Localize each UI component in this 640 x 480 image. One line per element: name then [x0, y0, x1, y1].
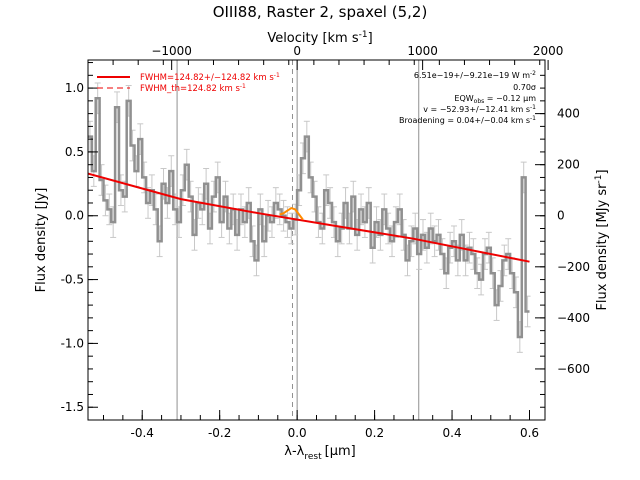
right-tick-label: −200 [557, 260, 590, 274]
x-tick-label: 0.6 [520, 426, 539, 440]
y-tick-label: 0.0 [65, 209, 84, 223]
x-tick-label: 0.0 [288, 426, 307, 440]
right-tick-label: −400 [557, 311, 590, 325]
y-axis-label: Flux density [Jy] [34, 188, 49, 293]
annotation-eqw: EQWobs = −0.12 μm [454, 94, 536, 105]
y-tick-label: -0.5 [61, 273, 84, 287]
y-tick-label: -1.0 [61, 336, 84, 350]
annotation-broadening: Broadening = 0.04+/−0.04 km s-1 [399, 115, 536, 125]
annotation-velocity: v = −52.93+/−12.41 km s-1 [423, 104, 536, 114]
x-axis-label: λ-λrest [μm] [284, 444, 355, 462]
top-axis-label: Velocity [km s-1] [267, 30, 372, 46]
right-tick-label: 400 [557, 107, 580, 121]
right-tick-label: 200 [557, 158, 580, 172]
x-tick-label: 0.4 [443, 426, 462, 440]
top-tick-label: −1000 [151, 44, 192, 58]
top-tick-label: 0 [293, 44, 301, 58]
x-tick-label: 0.2 [365, 426, 384, 440]
legend-dashed-label: FWHM_th=124.82 km s-1 [140, 83, 246, 94]
top-tick-label: 2000 [533, 44, 564, 58]
top-tick-label: 1000 [407, 44, 438, 58]
fit-line [88, 172, 530, 263]
right-tick-label: −600 [557, 362, 590, 376]
y-tick-label: 0.5 [65, 145, 84, 159]
annotation-flux: 6.51e−19+/−9.21e−19 W m-2 [414, 70, 536, 80]
y-tick-label: 1.0 [65, 81, 84, 95]
legend-solid-label: FWHM=124.82+/−124.82 km s-1 [140, 72, 280, 83]
plot-clip-group [88, 60, 531, 420]
x-tick-label: -0.4 [131, 426, 154, 440]
legend: FWHM=124.82+/−124.82 km s-1 FWHM_th=124.… [97, 72, 280, 94]
right-tick-label: 0 [557, 209, 565, 223]
data-step-line [88, 97, 530, 339]
chart-title: OIII88, Raster 2, spaxel (5,2) [213, 3, 428, 21]
line-feature [279, 206, 304, 221]
right-axis-label: Flux density [MJy sr-1] [594, 169, 610, 310]
plot-area: -0.4 -0.2 0.0 0.2 0.4 0.6 -1.5 -1.0 -0.5 0.0 0.5 1.… [61, 44, 590, 440]
annotation-sigma: 0.70σ [513, 83, 536, 92]
annotations: 6.51e−19+/−9.21e−19 W m-2 0.70σ EQWobs =… [399, 70, 536, 125]
x-tick-label: -0.2 [208, 426, 231, 440]
y-tick-label: -1.5 [61, 400, 84, 414]
